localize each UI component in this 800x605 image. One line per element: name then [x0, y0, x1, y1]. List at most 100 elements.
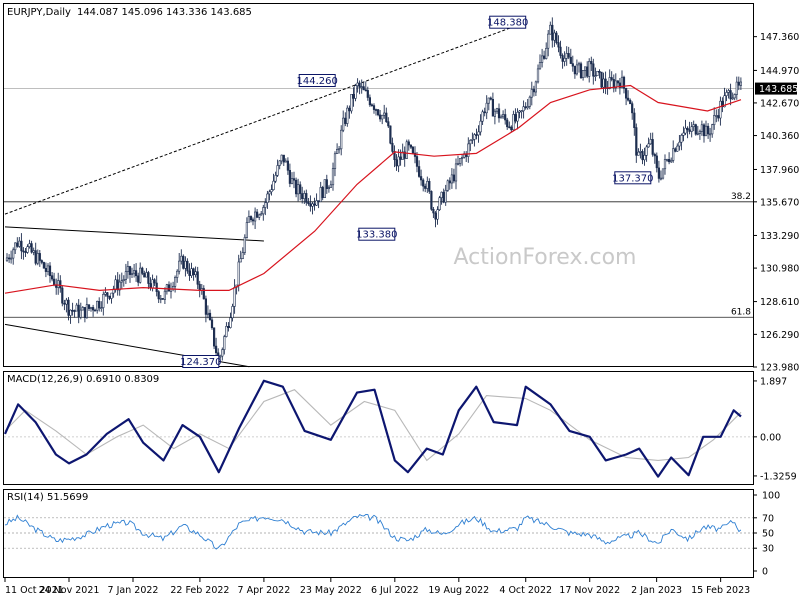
candle-body: [731, 97, 734, 100]
candle-body: [514, 114, 517, 122]
candle-body: [190, 268, 193, 277]
candle-body: [715, 115, 718, 117]
candle-body: [172, 285, 175, 290]
candle-body: [452, 174, 456, 182]
macd-signal-line: [4, 389, 742, 462]
date-axis-tick: 7 Apr 2022: [238, 585, 291, 596]
candle-body: [221, 349, 224, 357]
candle-body: [133, 270, 136, 274]
candle-body: [739, 81, 742, 86]
candle-body: [151, 279, 154, 289]
candle-body: [647, 143, 650, 148]
last-price-tag: [755, 82, 797, 95]
candle-body: [674, 148, 677, 152]
candle-body: [592, 63, 595, 77]
candle-body: [100, 307, 103, 310]
candle-body: [307, 202, 310, 204]
candle-body: [583, 66, 587, 71]
candle-body: [678, 141, 681, 147]
candle-body: [153, 279, 156, 284]
candle-body: [383, 112, 386, 116]
candle-body: [672, 148, 675, 161]
candle-body: [194, 271, 197, 276]
candle-body: [491, 99, 495, 117]
candle-body: [231, 306, 234, 319]
candle-body: [8, 257, 11, 260]
date-axis-tick: 6 Jul 2022: [371, 585, 419, 596]
candle-body: [155, 282, 158, 292]
candle-body: [28, 243, 31, 248]
candle-body: [417, 166, 421, 177]
candle-body: [354, 85, 357, 99]
candle-body: [206, 312, 210, 315]
candle-body: [251, 219, 255, 222]
date-axis-tick: 19 Aug 2022: [428, 585, 489, 596]
candle-body: [157, 291, 160, 300]
candle-body: [210, 319, 214, 329]
candle-body: [42, 262, 45, 269]
candle-body: [708, 133, 712, 136]
candle-body: [686, 127, 689, 131]
candle-body: [26, 246, 29, 253]
candle-body: [555, 32, 558, 43]
candle-body: [184, 260, 187, 269]
candle-body: [499, 116, 503, 119]
candle-body: [575, 64, 578, 75]
candle-body: [204, 298, 208, 315]
candle-body: [493, 110, 497, 117]
candle-body: [706, 125, 710, 135]
candle-body: [120, 280, 123, 283]
candle-body: [182, 255, 185, 269]
candle-body: [319, 187, 322, 202]
candle-body: [512, 114, 515, 131]
candle-body: [124, 271, 127, 280]
candle-body: [48, 265, 52, 276]
candle-body: [245, 222, 249, 238]
candle-body: [477, 131, 480, 136]
candle-body: [139, 267, 142, 283]
candle-body: [667, 159, 671, 163]
candle-body: [376, 109, 380, 116]
candle-body: [633, 112, 636, 128]
candle-body: [301, 193, 304, 200]
trendline: [4, 21, 526, 215]
candle-body: [69, 309, 72, 316]
candle-body: [239, 258, 242, 263]
candle-body: [635, 127, 638, 156]
candle-body: [473, 134, 476, 140]
rsi-axis-tick: 30: [762, 544, 774, 555]
candle-body: [682, 132, 685, 136]
candle-body: [530, 89, 533, 98]
candle-body: [405, 141, 408, 159]
price-axis-tick: 135.670: [760, 197, 799, 208]
price-label-text: 144.260: [297, 76, 338, 87]
period-label: ,Daily: [42, 7, 71, 18]
candle-body: [538, 62, 542, 70]
candle-body: [579, 63, 583, 79]
candle-body: [315, 200, 318, 206]
candle-body: [30, 243, 33, 253]
candle-body: [32, 250, 35, 253]
candle-body: [342, 117, 345, 131]
ohlc-values: 144.087 145.096 143.336 143.685: [77, 7, 252, 18]
price-axis-tick: 128.610: [760, 297, 799, 308]
candle-body: [141, 267, 144, 274]
rsi-axis-tick: 50: [762, 529, 774, 540]
macd-axis-tick: -1.3259: [760, 471, 797, 482]
candle-body: [391, 142, 394, 152]
candle-body: [5, 257, 9, 262]
candle-body: [526, 106, 529, 109]
watermark: ActionForex.com: [454, 245, 637, 270]
candle-body: [161, 298, 164, 300]
candle-body: [22, 250, 25, 253]
candle-body: [329, 184, 333, 188]
candle-body: [489, 97, 492, 100]
candle-body: [374, 109, 378, 111]
candle-body: [434, 212, 437, 220]
candle-body: [661, 168, 665, 179]
moving-average-line: [4, 84, 742, 294]
candle-body: [356, 82, 359, 87]
candle-body: [198, 283, 201, 291]
price-label-box: [182, 355, 220, 368]
